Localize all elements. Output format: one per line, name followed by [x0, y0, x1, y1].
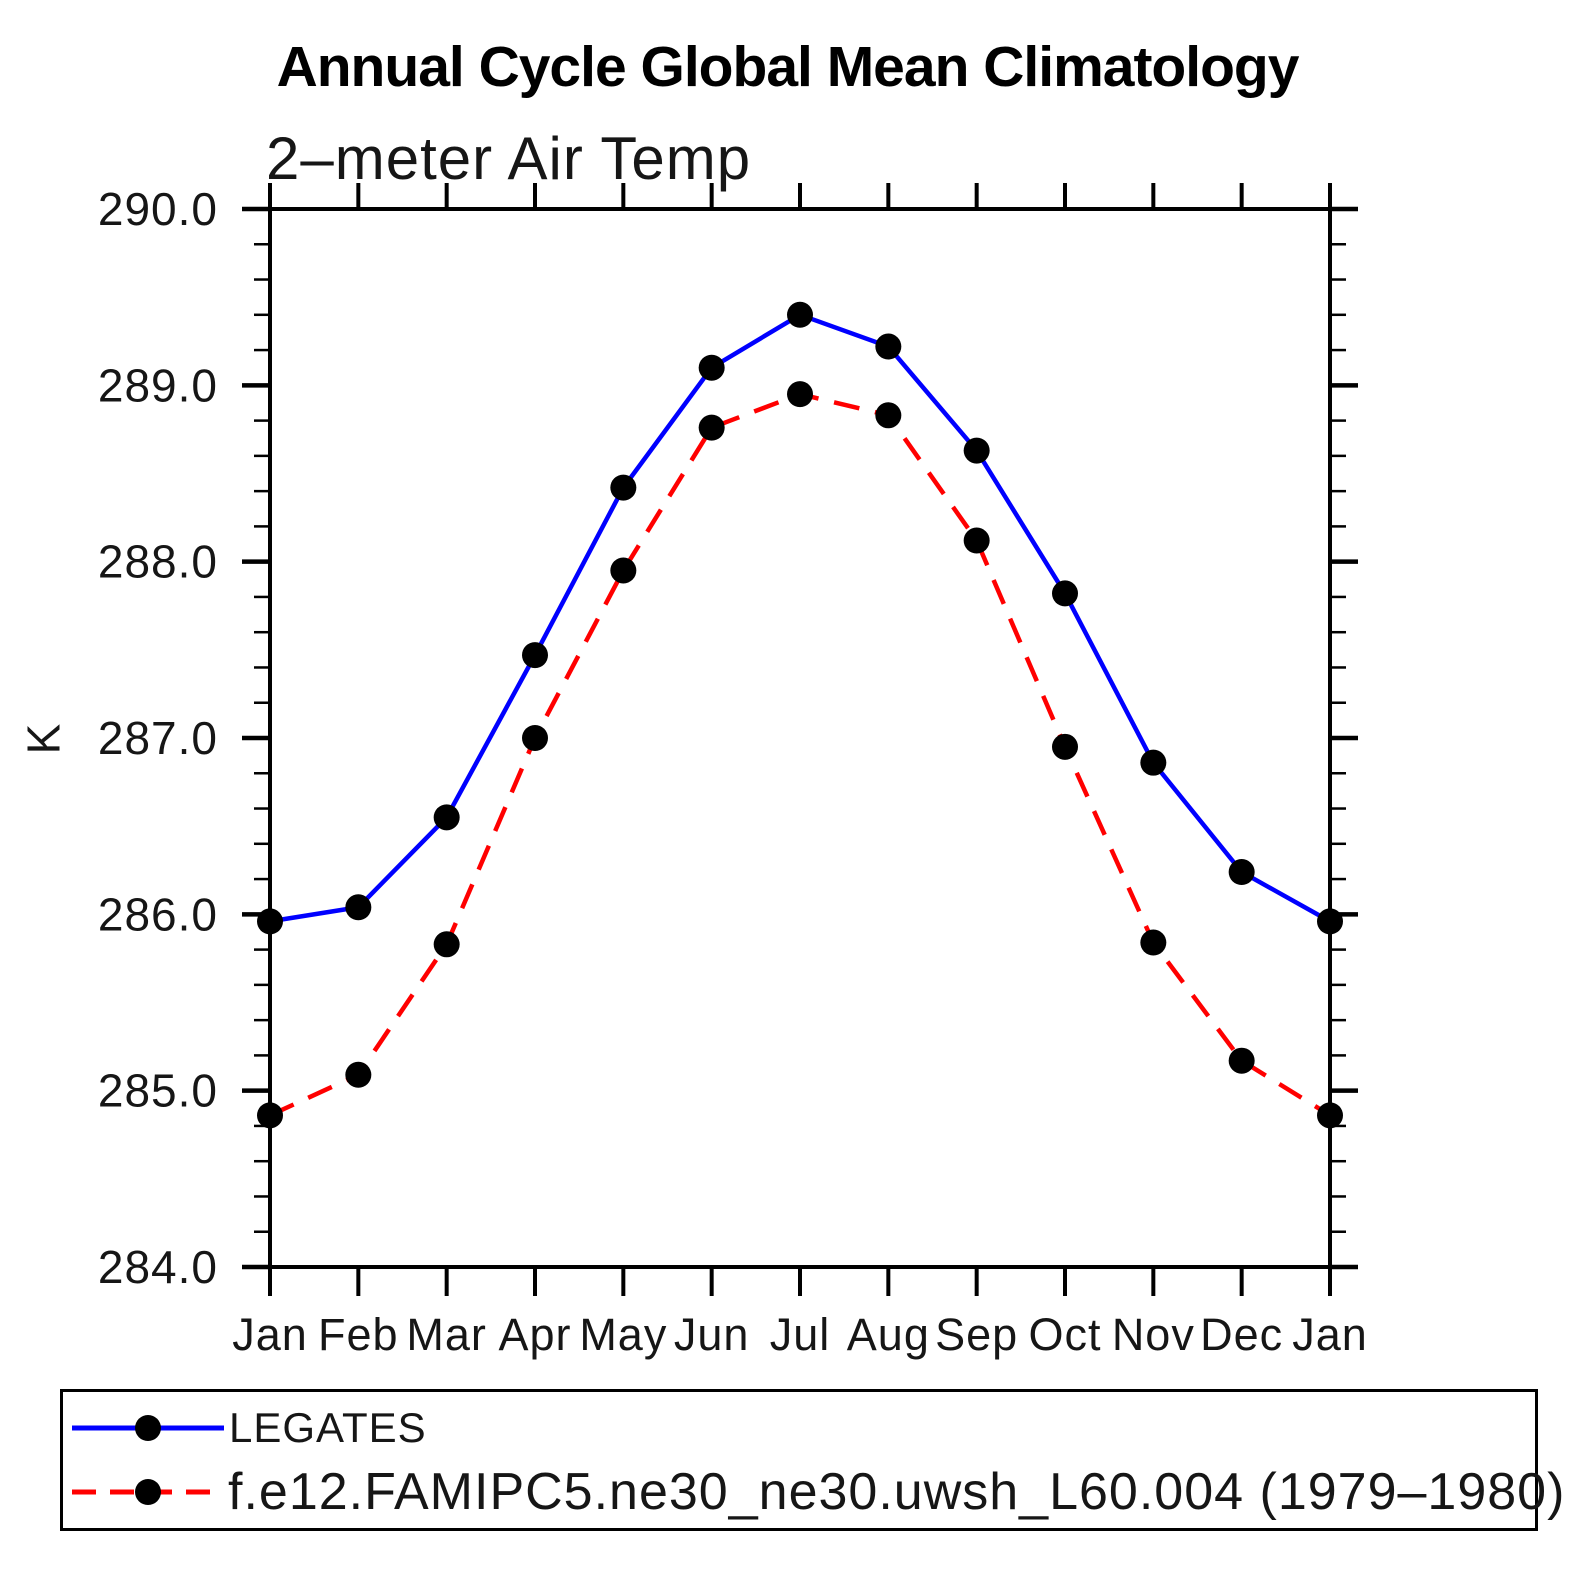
x-tick-label: Jan	[232, 1309, 308, 1360]
x-tick-label: Aug	[847, 1309, 930, 1360]
y-tick-label: 289.0	[98, 359, 218, 411]
data-point	[610, 474, 637, 501]
data-point	[257, 1102, 283, 1129]
data-point	[875, 402, 902, 429]
y-tick-label: 288.0	[98, 536, 218, 588]
legend-item-model: f.e12.FAMIPC5.ne30_ne30.uwsh_L60.004 (19…	[70, 1462, 1565, 1522]
data-point	[257, 908, 283, 935]
x-tick-label: Jun	[674, 1309, 750, 1360]
x-tick-label: Jul	[770, 1309, 831, 1360]
data-point	[1052, 580, 1078, 607]
data-point	[345, 894, 372, 921]
data-point	[1317, 908, 1343, 935]
data-point	[1140, 929, 1167, 956]
x-tick-label: Sep	[935, 1309, 1018, 1360]
x-tick-label: Jan	[1292, 1309, 1368, 1360]
data-point	[963, 527, 990, 554]
legend-line-sample-dashed	[72, 1479, 224, 1505]
y-tick-label: 286.0	[98, 888, 218, 940]
legend-item-legates: LEGATES	[70, 1404, 427, 1452]
data-point	[698, 414, 725, 441]
data-point	[1052, 733, 1078, 760]
legend-line-sample-solid	[72, 1415, 224, 1441]
data-point	[1228, 1047, 1255, 1074]
y-tick-label: 284.0	[98, 1241, 218, 1293]
x-tick-label: May	[579, 1309, 667, 1360]
data-point	[610, 557, 637, 584]
data-point	[522, 725, 548, 751]
y-tick-label: 287.0	[98, 712, 218, 764]
data-point	[433, 931, 460, 958]
x-tick-label: Nov	[1112, 1309, 1195, 1360]
y-tick-label: 285.0	[98, 1065, 218, 1117]
x-tick-label: Mar	[406, 1309, 487, 1360]
data-point	[787, 301, 813, 328]
data-point	[1317, 1102, 1343, 1129]
chart-subtitle: 2–meter Air Temp	[266, 125, 752, 192]
data-point	[433, 804, 460, 831]
legend-label-model: f.e12.FAMIPC5.ne30_ne30.uwsh_L60.004 (19…	[228, 1463, 1566, 1521]
axis-frame	[268, 207, 1332, 1269]
data-point	[1140, 749, 1167, 776]
data-point	[875, 333, 902, 360]
data-point	[522, 642, 548, 669]
x-tick-label: Dec	[1200, 1309, 1283, 1360]
x-tick-label: Feb	[318, 1309, 399, 1360]
legend-label-legates: LEGATES	[229, 1404, 427, 1451]
legend: LEGATES f.e12.FAMIPC5.ne30_ne30.uwsh_L60…	[60, 1389, 1564, 1531]
data-point	[787, 381, 813, 408]
x-tick-label: Apr	[498, 1309, 571, 1360]
data-point	[1228, 859, 1255, 886]
x-tick-label: Oct	[1028, 1309, 1101, 1360]
y-tick-label: 290.0	[98, 183, 218, 235]
chart-title: Annual Cycle Global Mean Climatology	[276, 35, 1300, 99]
data-point	[963, 437, 990, 464]
data-point	[345, 1061, 372, 1088]
series-line-1	[269, 391, 1332, 1118]
data-point	[698, 354, 725, 381]
